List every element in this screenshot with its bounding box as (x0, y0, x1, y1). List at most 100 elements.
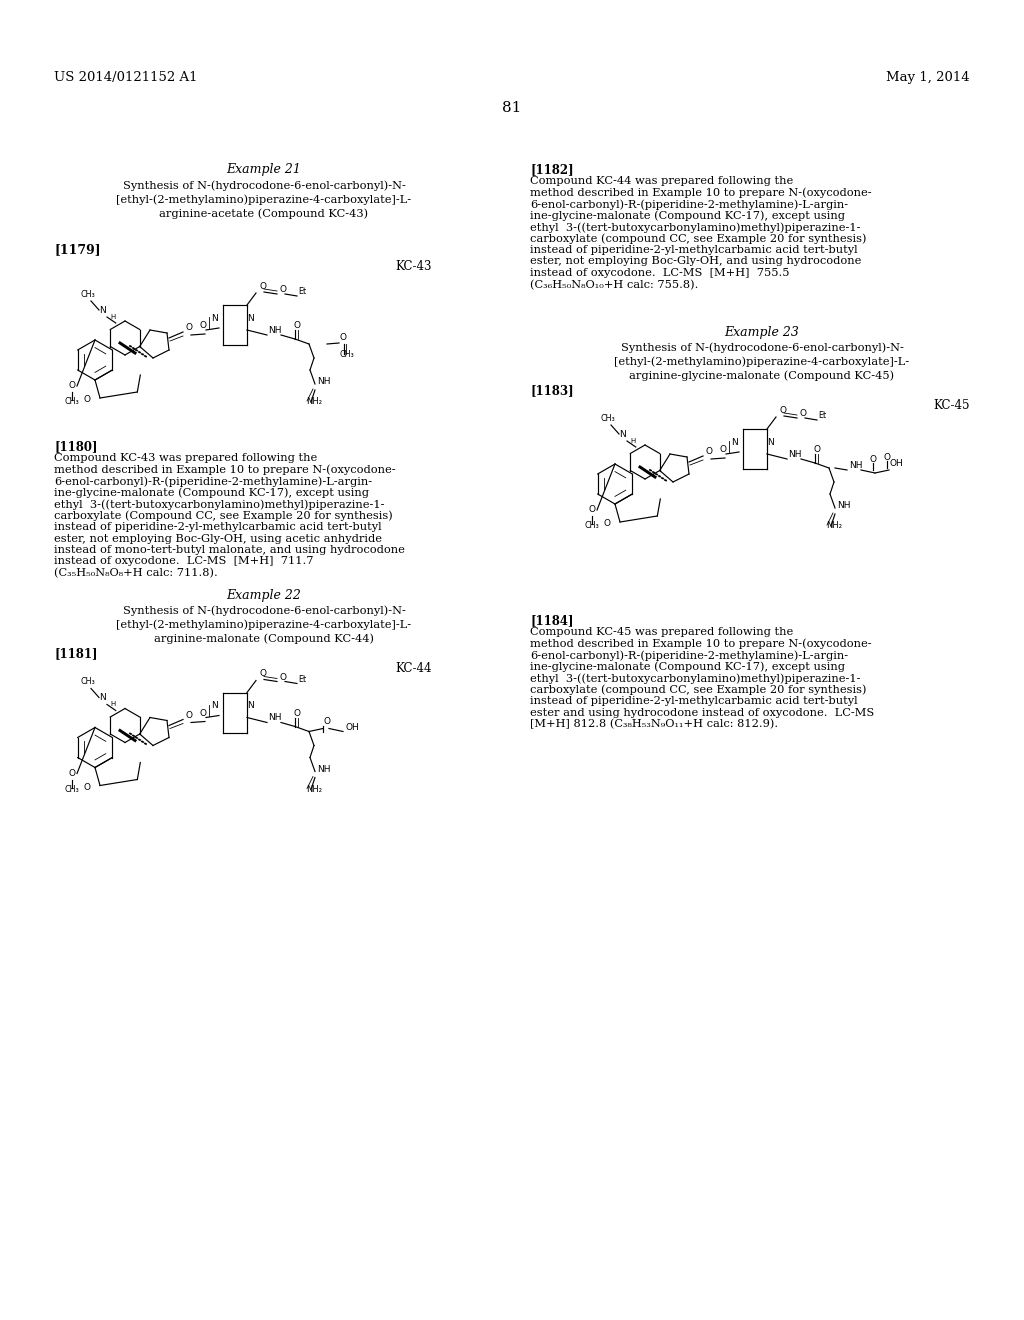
Text: [M+H] 812.8 (C₃₈H₅₃N₉O₁₁+H calc: 812.9).: [M+H] 812.8 (C₃₈H₅₃N₉O₁₁+H calc: 812.9). (530, 719, 778, 730)
Text: NH: NH (268, 714, 282, 722)
Text: [1184]: [1184] (530, 614, 573, 627)
Text: 6-enol-carbonyl)-R-(piperidine-2-methylamine)-L-argin-: 6-enol-carbonyl)-R-(piperidine-2-methyla… (530, 649, 848, 660)
Text: Synthesis of N-(hydrocodone-6-enol-carbonyl)-N-
[ethyl-(2-methylamino)piperazine: Synthesis of N-(hydrocodone-6-enol-carbo… (117, 606, 412, 644)
Text: OH: OH (345, 722, 358, 731)
Text: O: O (813, 445, 820, 454)
Text: ester and using hydrocodone instead of oxycodone.  LC-MS: ester and using hydrocodone instead of o… (530, 708, 874, 718)
Text: H: H (110, 314, 116, 319)
Text: Example 21: Example 21 (226, 162, 301, 176)
Text: 81: 81 (503, 102, 521, 115)
Text: [1183]: [1183] (530, 384, 573, 397)
Text: instead of mono-tert-butyl malonate, and using hydrocodone: instead of mono-tert-butyl malonate, and… (54, 545, 404, 554)
Text: Et: Et (298, 675, 306, 684)
Text: CH₃: CH₃ (339, 350, 353, 359)
Text: method described in Example 10 to prepare N-(oxycodone-: method described in Example 10 to prepar… (530, 187, 871, 198)
Text: ethyl  3-((tert-butoxycarbonylamino)methyl)piperazine-1-: ethyl 3-((tert-butoxycarbonylamino)methy… (530, 673, 860, 684)
Text: ine-glycine-malonate (Compound KC-17), except using: ine-glycine-malonate (Compound KC-17), e… (530, 661, 845, 672)
Text: N: N (211, 314, 217, 323)
Text: O: O (84, 783, 90, 792)
Text: O: O (185, 323, 193, 333)
Text: O: O (69, 768, 76, 777)
Text: NH: NH (317, 764, 331, 774)
Text: ester, not employing Boc-Gly-OH, using acetic anhydride: ester, not employing Boc-Gly-OH, using a… (54, 533, 382, 544)
Text: carboxylate (compound CC, see Example 20 for synthesis): carboxylate (compound CC, see Example 20… (530, 234, 866, 244)
Text: [1179]: [1179] (54, 243, 100, 256)
Text: NH: NH (317, 378, 331, 385)
Text: N: N (99, 693, 106, 702)
Text: (C₃₅H₅₀N₈O₈+H calc: 711.8).: (C₃₅H₅₀N₈O₈+H calc: 711.8). (54, 568, 218, 578)
Text: NH: NH (849, 461, 862, 470)
Text: ethyl  3-((tert-butoxycarbonylamino)methyl)piperazine-1-: ethyl 3-((tert-butoxycarbonylamino)methy… (530, 222, 860, 232)
Text: O: O (293, 709, 300, 718)
Text: May 1, 2014: May 1, 2014 (887, 71, 970, 84)
Text: O: O (603, 519, 610, 528)
Text: O: O (200, 321, 207, 330)
Text: O: O (185, 710, 193, 719)
Text: O: O (705, 447, 712, 455)
Text: US 2014/0121152 A1: US 2014/0121152 A1 (54, 71, 198, 84)
Text: O: O (779, 407, 786, 414)
Text: [1180]: [1180] (54, 440, 97, 453)
Text: O: O (279, 672, 286, 681)
Text: NH₂: NH₂ (306, 784, 322, 793)
Text: Compound KC-45 was prepared following the: Compound KC-45 was prepared following th… (530, 627, 794, 638)
Text: N: N (768, 438, 774, 447)
Text: N: N (620, 430, 627, 440)
Text: O: O (279, 285, 286, 294)
Text: N: N (731, 438, 737, 447)
Text: O: O (589, 506, 596, 513)
Text: CH₃: CH₃ (81, 290, 95, 300)
Text: Compound KC-43 was prepared following the: Compound KC-43 was prepared following th… (54, 453, 317, 463)
Text: NH: NH (837, 502, 851, 510)
Text: 6-enol-carbonyl)-R-(piperidine-2-methylamine)-L-argin-: 6-enol-carbonyl)-R-(piperidine-2-methyla… (54, 477, 372, 487)
Text: Example 23: Example 23 (725, 326, 800, 339)
Text: O: O (799, 409, 806, 418)
Text: O: O (339, 333, 346, 342)
Text: NH₂: NH₂ (306, 397, 322, 407)
Text: Synthesis of N-(hydrocodone-6-enol-carbonyl)-N-
[ethyl-(2-methylamino)piperazine: Synthesis of N-(hydrocodone-6-enol-carbo… (614, 342, 909, 380)
Text: Et: Et (298, 286, 306, 296)
Text: ine-glycine-malonate (Compound KC-17), except using: ine-glycine-malonate (Compound KC-17), e… (530, 210, 845, 220)
Text: instead of piperidine-2-yl-methylcarbamic acid tert-butyl: instead of piperidine-2-yl-methylcarbami… (530, 246, 858, 255)
Text: O: O (323, 718, 330, 726)
Text: NH: NH (268, 326, 282, 335)
Text: [1181]: [1181] (54, 648, 97, 660)
Text: ine-glycine-malonate (Compound KC-17), except using: ine-glycine-malonate (Compound KC-17), e… (54, 487, 369, 498)
Text: KC-43: KC-43 (395, 260, 431, 273)
Text: O: O (259, 669, 266, 678)
Text: Compound KC-44 was prepared following the: Compound KC-44 was prepared following th… (530, 176, 794, 186)
Text: ester, not employing Boc-Gly-OH, and using hydrocodone: ester, not employing Boc-Gly-OH, and usi… (530, 256, 861, 267)
Text: KC-45: KC-45 (934, 399, 970, 412)
Text: N: N (248, 701, 254, 710)
Text: method described in Example 10 to prepare N-(oxycodone-: method described in Example 10 to prepar… (54, 465, 395, 475)
Text: H: H (110, 701, 116, 708)
Text: CH₃: CH₃ (585, 521, 599, 531)
Text: KC-44: KC-44 (395, 663, 431, 676)
Text: NH: NH (788, 450, 802, 459)
Text: CH₃: CH₃ (601, 414, 615, 422)
Text: O: O (200, 709, 207, 718)
Text: CH₃: CH₃ (65, 784, 80, 793)
Text: ethyl  3-((tert-butoxycarbonylamino)methyl)piperazine-1-: ethyl 3-((tert-butoxycarbonylamino)methy… (54, 499, 384, 510)
Text: OH: OH (889, 459, 903, 469)
Text: [1182]: [1182] (530, 162, 573, 176)
Text: Et: Et (818, 411, 826, 420)
Text: Synthesis of N-(hydrocodone-6-enol-carbonyl)-N-
[ethyl-(2-methylamino)piperazine: Synthesis of N-(hydrocodone-6-enol-carbo… (117, 180, 412, 219)
Text: CH₃: CH₃ (81, 677, 95, 686)
Text: NH₂: NH₂ (826, 521, 842, 531)
Text: N: N (248, 314, 254, 323)
Text: instead of piperidine-2-yl-methylcarbamic acid tert-butyl: instead of piperidine-2-yl-methylcarbami… (54, 521, 382, 532)
Text: O: O (720, 445, 727, 454)
Text: instead of oxycodone.  LC-MS  [M+H]  755.5: instead of oxycodone. LC-MS [M+H] 755.5 (530, 268, 790, 279)
Text: O: O (293, 321, 300, 330)
Text: N: N (211, 701, 217, 710)
Text: instead of piperidine-2-yl-methylcarbamic acid tert-butyl: instead of piperidine-2-yl-methylcarbami… (530, 696, 858, 706)
Text: carboxylate (compound CC, see Example 20 for synthesis): carboxylate (compound CC, see Example 20… (530, 685, 866, 696)
Text: (C₃₆H₅₀N₈O₁₀+H calc: 755.8).: (C₃₆H₅₀N₈O₁₀+H calc: 755.8). (530, 280, 698, 290)
Text: O: O (259, 282, 266, 290)
Text: method described in Example 10 to prepare N-(oxycodone-: method described in Example 10 to prepar… (530, 639, 871, 649)
Text: carboxylate (Compound CC, see Example 20 for synthesis): carboxylate (Compound CC, see Example 20… (54, 511, 393, 521)
Text: instead of oxycodone.  LC-MS  [M+H]  711.7: instead of oxycodone. LC-MS [M+H] 711.7 (54, 557, 313, 566)
Text: O: O (69, 381, 76, 389)
Text: O: O (84, 395, 90, 404)
